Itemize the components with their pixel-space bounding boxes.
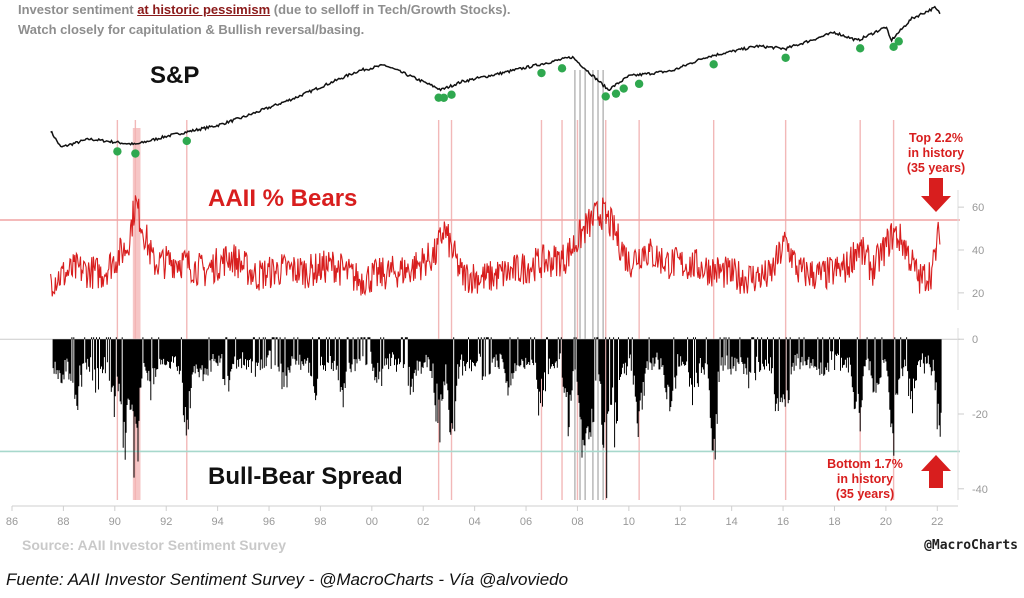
sp-capitulation-marker [619,84,628,93]
spread-y-tick-label: -20 [972,409,988,421]
headline-line-2: Watch closely for capitulation & Bullish… [18,22,365,37]
top-annotation-line: in history [907,146,965,160]
bottom-annotation-line: in history [836,472,894,486]
sentiment-chart: 86 88 90 92 94 96 98 00 02 04 06 08 10 12 14 16 18 20 22 20… [0,5,988,528]
spread-y-tick-label: 0 [972,334,978,346]
sp-capitulation-marker [447,90,456,99]
x-tick-label: 20 [880,516,892,528]
sp-capitulation-marker [537,68,546,78]
spread-panel [52,337,942,499]
x-tick-label: 02 [417,516,429,528]
sp-capitulation-marker [601,92,610,101]
bears-y-tick-label: 40 [972,245,984,257]
sp-capitulation-marker [894,37,903,46]
top-annotation: Top 2.2% in history (35 years) [888,131,984,176]
bottom-annotation-line: Bottom 1.7% [827,457,903,471]
brand-watermark: @MacroCharts [924,538,1018,553]
bears-panel-title: AAII % Bears [208,185,358,212]
sp-capitulation-marker [781,53,790,62]
bears-y-tick-label: 20 [972,288,984,300]
sp-capitulation-marker [557,64,567,73]
sp-capitulation-marker [634,79,644,89]
x-tick-label: 94 [211,516,223,528]
headline-prefix: Investor sentiment [18,2,138,17]
event-band [132,128,141,500]
sp-capitulation-marker [611,89,621,98]
x-tick-label: 86 [6,516,18,528]
spread-panel-title: Bull-Bear Spread [208,463,403,490]
bottom-annotation-line: (35 years) [835,487,895,501]
x-tick-label: 90 [109,516,121,528]
sp-capitulation-marker [439,93,449,102]
source-note: Source: AAII Investor Sentiment Survey [22,537,286,553]
sp-panel-title: S&P [150,62,200,89]
x-tick-label: 92 [160,516,172,528]
headline-suffix: (due to selloff in Tech/Growth Stocks). [270,2,511,17]
bottom-annotation: Bottom 1.7% in history (35 years) [806,457,924,502]
x-tick-label: 96 [263,516,275,528]
sp-capitulation-marker [113,147,122,156]
top-annotation-line: Top 2.2% [909,131,963,145]
bears-y-tick-label: 60 [972,202,984,214]
threshold-lines [0,219,960,453]
annotation-arrows [921,178,951,488]
axes: 86 88 90 92 94 96 98 00 02 04 06 08 10 12 14 16 18 20 22 20… [6,190,988,528]
x-tick-label: 06 [520,516,532,528]
x-tick-label: 14 [726,516,738,528]
x-tick-label: 12 [674,516,686,528]
top-annotation-line: (35 years) [906,161,966,175]
x-tick-label: 22 [931,516,943,528]
bears-panel [50,195,941,297]
sp-capitulation-marker [855,44,865,53]
bears-line [50,195,941,297]
x-tick-label: 16 [777,516,789,528]
headline-line-1: Investor sentiment at historic pessimism… [18,2,510,17]
x-tick-label: 08 [571,516,583,528]
x-tick-label: 88 [57,516,69,528]
sp-capitulation-marker [709,60,718,69]
x-tick-label: 04 [469,516,481,528]
x-tick-label: 00 [366,516,378,528]
sp-line [50,5,941,148]
event-lines [116,70,895,500]
x-tick-label: 10 [623,516,635,528]
x-tick-label: 18 [828,516,840,528]
headline-highlight: at historic pessimism [137,2,271,17]
sp-capitulation-marker [182,136,191,146]
sp-panel [50,5,941,158]
spread-y-tick-label: -40 [972,484,988,496]
up-arrow-icon [921,455,951,488]
x-tick-label: 98 [314,516,326,528]
footer-caption: Fuente: AAII Investor Sentiment Survey -… [6,570,569,589]
sp-capitulation-marker [889,42,898,52]
down-arrow-icon [921,178,951,212]
spread-bars [52,337,942,499]
sp-capitulation-marker [131,149,140,158]
